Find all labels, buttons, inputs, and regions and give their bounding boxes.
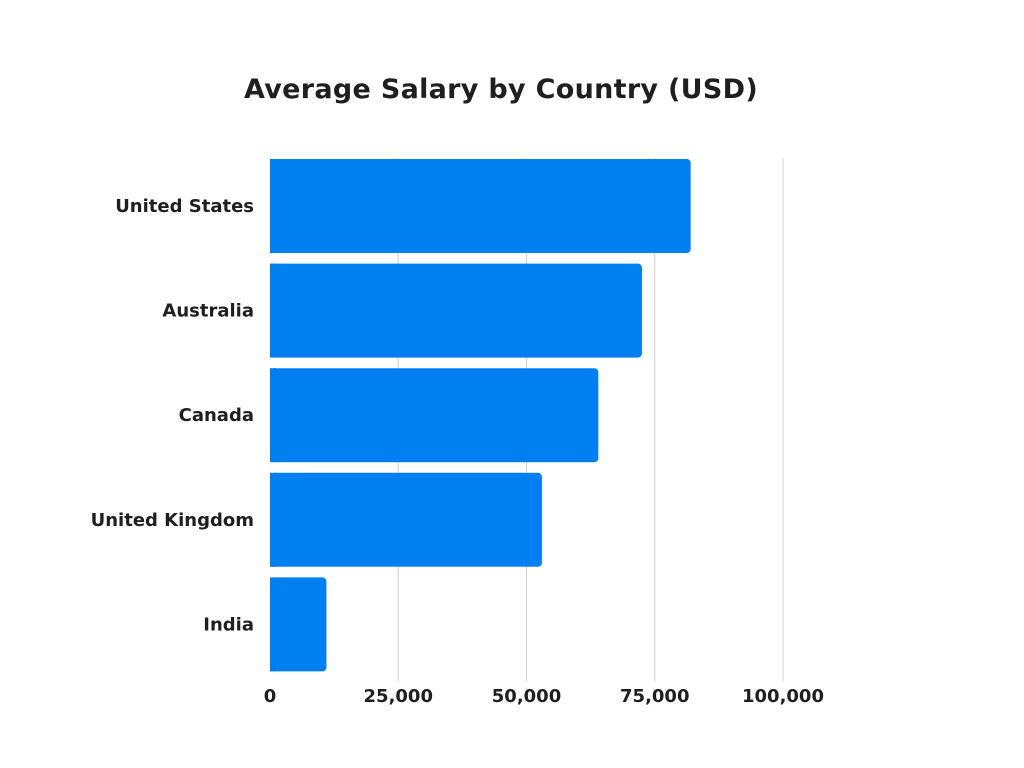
category-label: United States (115, 196, 254, 217)
x-tick-label: 50,000 (492, 686, 561, 707)
x-tick-label: 100,000 (742, 686, 824, 707)
category-label: Australia (162, 301, 254, 322)
bar (270, 368, 599, 463)
bars (270, 159, 691, 672)
category-label: Canada (179, 405, 254, 426)
category-label: United Kingdom (91, 510, 254, 531)
bar (270, 159, 691, 253)
bar-left-edge (270, 472, 276, 567)
category-labels: United States Australia Canada United Kingd… (91, 196, 254, 635)
bar-left-edge (270, 159, 276, 253)
x-tick-label: 75,000 (620, 686, 689, 707)
x-tick-label: 25,000 (364, 686, 433, 707)
bar-left-edge (270, 577, 276, 672)
x-axis-ticks: 0 25,000 50,000 75,000 100,000 (264, 686, 824, 707)
chart-title: Average Salary by Country (USD) (244, 74, 758, 105)
bar-left-edge (270, 263, 276, 358)
bar (270, 577, 327, 672)
category-label: India (203, 614, 254, 635)
bar (270, 263, 642, 358)
x-tick-label: 0 (264, 686, 277, 707)
bar (270, 472, 542, 567)
bar-left-edge (270, 368, 276, 463)
